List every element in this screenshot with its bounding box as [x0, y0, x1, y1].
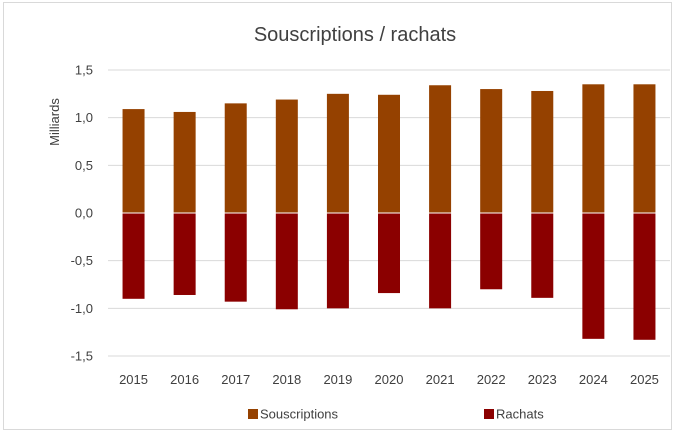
x-tick-label: 2021: [426, 372, 455, 387]
x-tick-label: 2023: [528, 372, 557, 387]
bar-souscriptions-2015: [122, 109, 145, 213]
bar-rachats-2021: [429, 213, 452, 309]
y-tick-label: 1,5: [75, 63, 93, 78]
bar-rachats-2018: [275, 213, 298, 310]
bar-souscriptions-2024: [582, 84, 605, 213]
x-tick-label: 2024: [579, 372, 608, 387]
bar-souscriptions-2019: [326, 93, 349, 213]
x-tick-label: 2016: [170, 372, 199, 387]
bar-rachats-2017: [224, 213, 247, 302]
bar-rachats-2025: [633, 213, 656, 340]
bar-rachats-2024: [582, 213, 605, 339]
bar-rachats-2023: [531, 213, 554, 298]
bar-rachats-2019: [326, 213, 349, 309]
tick-labels: 1,5 1,0 0,5 0,0 -0,5 -1,0 -1,5 2015 2016 2017 2018…: [71, 63, 659, 388]
x-tick-label: 2018: [272, 372, 301, 387]
bar-souscriptions-2023: [531, 90, 554, 213]
bar-souscriptions-2021: [429, 85, 452, 213]
x-tick-label: 2019: [323, 372, 352, 387]
x-tick-label: 2017: [221, 372, 250, 387]
legend-label: Souscriptions: [260, 407, 339, 422]
y-tick-label: -1,5: [71, 349, 93, 364]
bar-rachats-2015: [122, 213, 145, 299]
y-tick-label: 0,5: [75, 158, 93, 173]
bar-rachats-2022: [480, 213, 503, 290]
x-tick-label: 2025: [630, 372, 659, 387]
bar-rachats-2020: [378, 213, 400, 294]
bar-souscriptions-2025: [633, 84, 656, 213]
legend-swatch: [248, 409, 258, 419]
bars: [108, 84, 670, 340]
x-tick-label: 2022: [477, 372, 506, 387]
bar-souscriptions-2018: [275, 99, 298, 213]
bar-souscriptions-2016: [173, 111, 196, 213]
legend-label: Rachats: [496, 407, 544, 422]
y-tick-label: -0,5: [71, 253, 93, 268]
legend: Souscriptions Rachats: [248, 407, 544, 422]
bar-rachats-2016: [173, 213, 196, 295]
legend-swatch: [484, 409, 494, 419]
bar-souscriptions-2020: [378, 94, 400, 213]
y-tick-label: -1,0: [71, 301, 93, 316]
bar-souscriptions-2022: [480, 89, 503, 213]
y-axis-label: Milliards: [47, 98, 62, 146]
x-tick-label: 2020: [375, 372, 404, 387]
x-tick-label: 2015: [119, 372, 148, 387]
bar-souscriptions-2017: [224, 103, 247, 213]
y-tick-label: 1,0: [75, 110, 93, 125]
y-tick-label: 0,0: [75, 206, 93, 221]
chart-title: Souscriptions / rachats: [254, 24, 456, 46]
